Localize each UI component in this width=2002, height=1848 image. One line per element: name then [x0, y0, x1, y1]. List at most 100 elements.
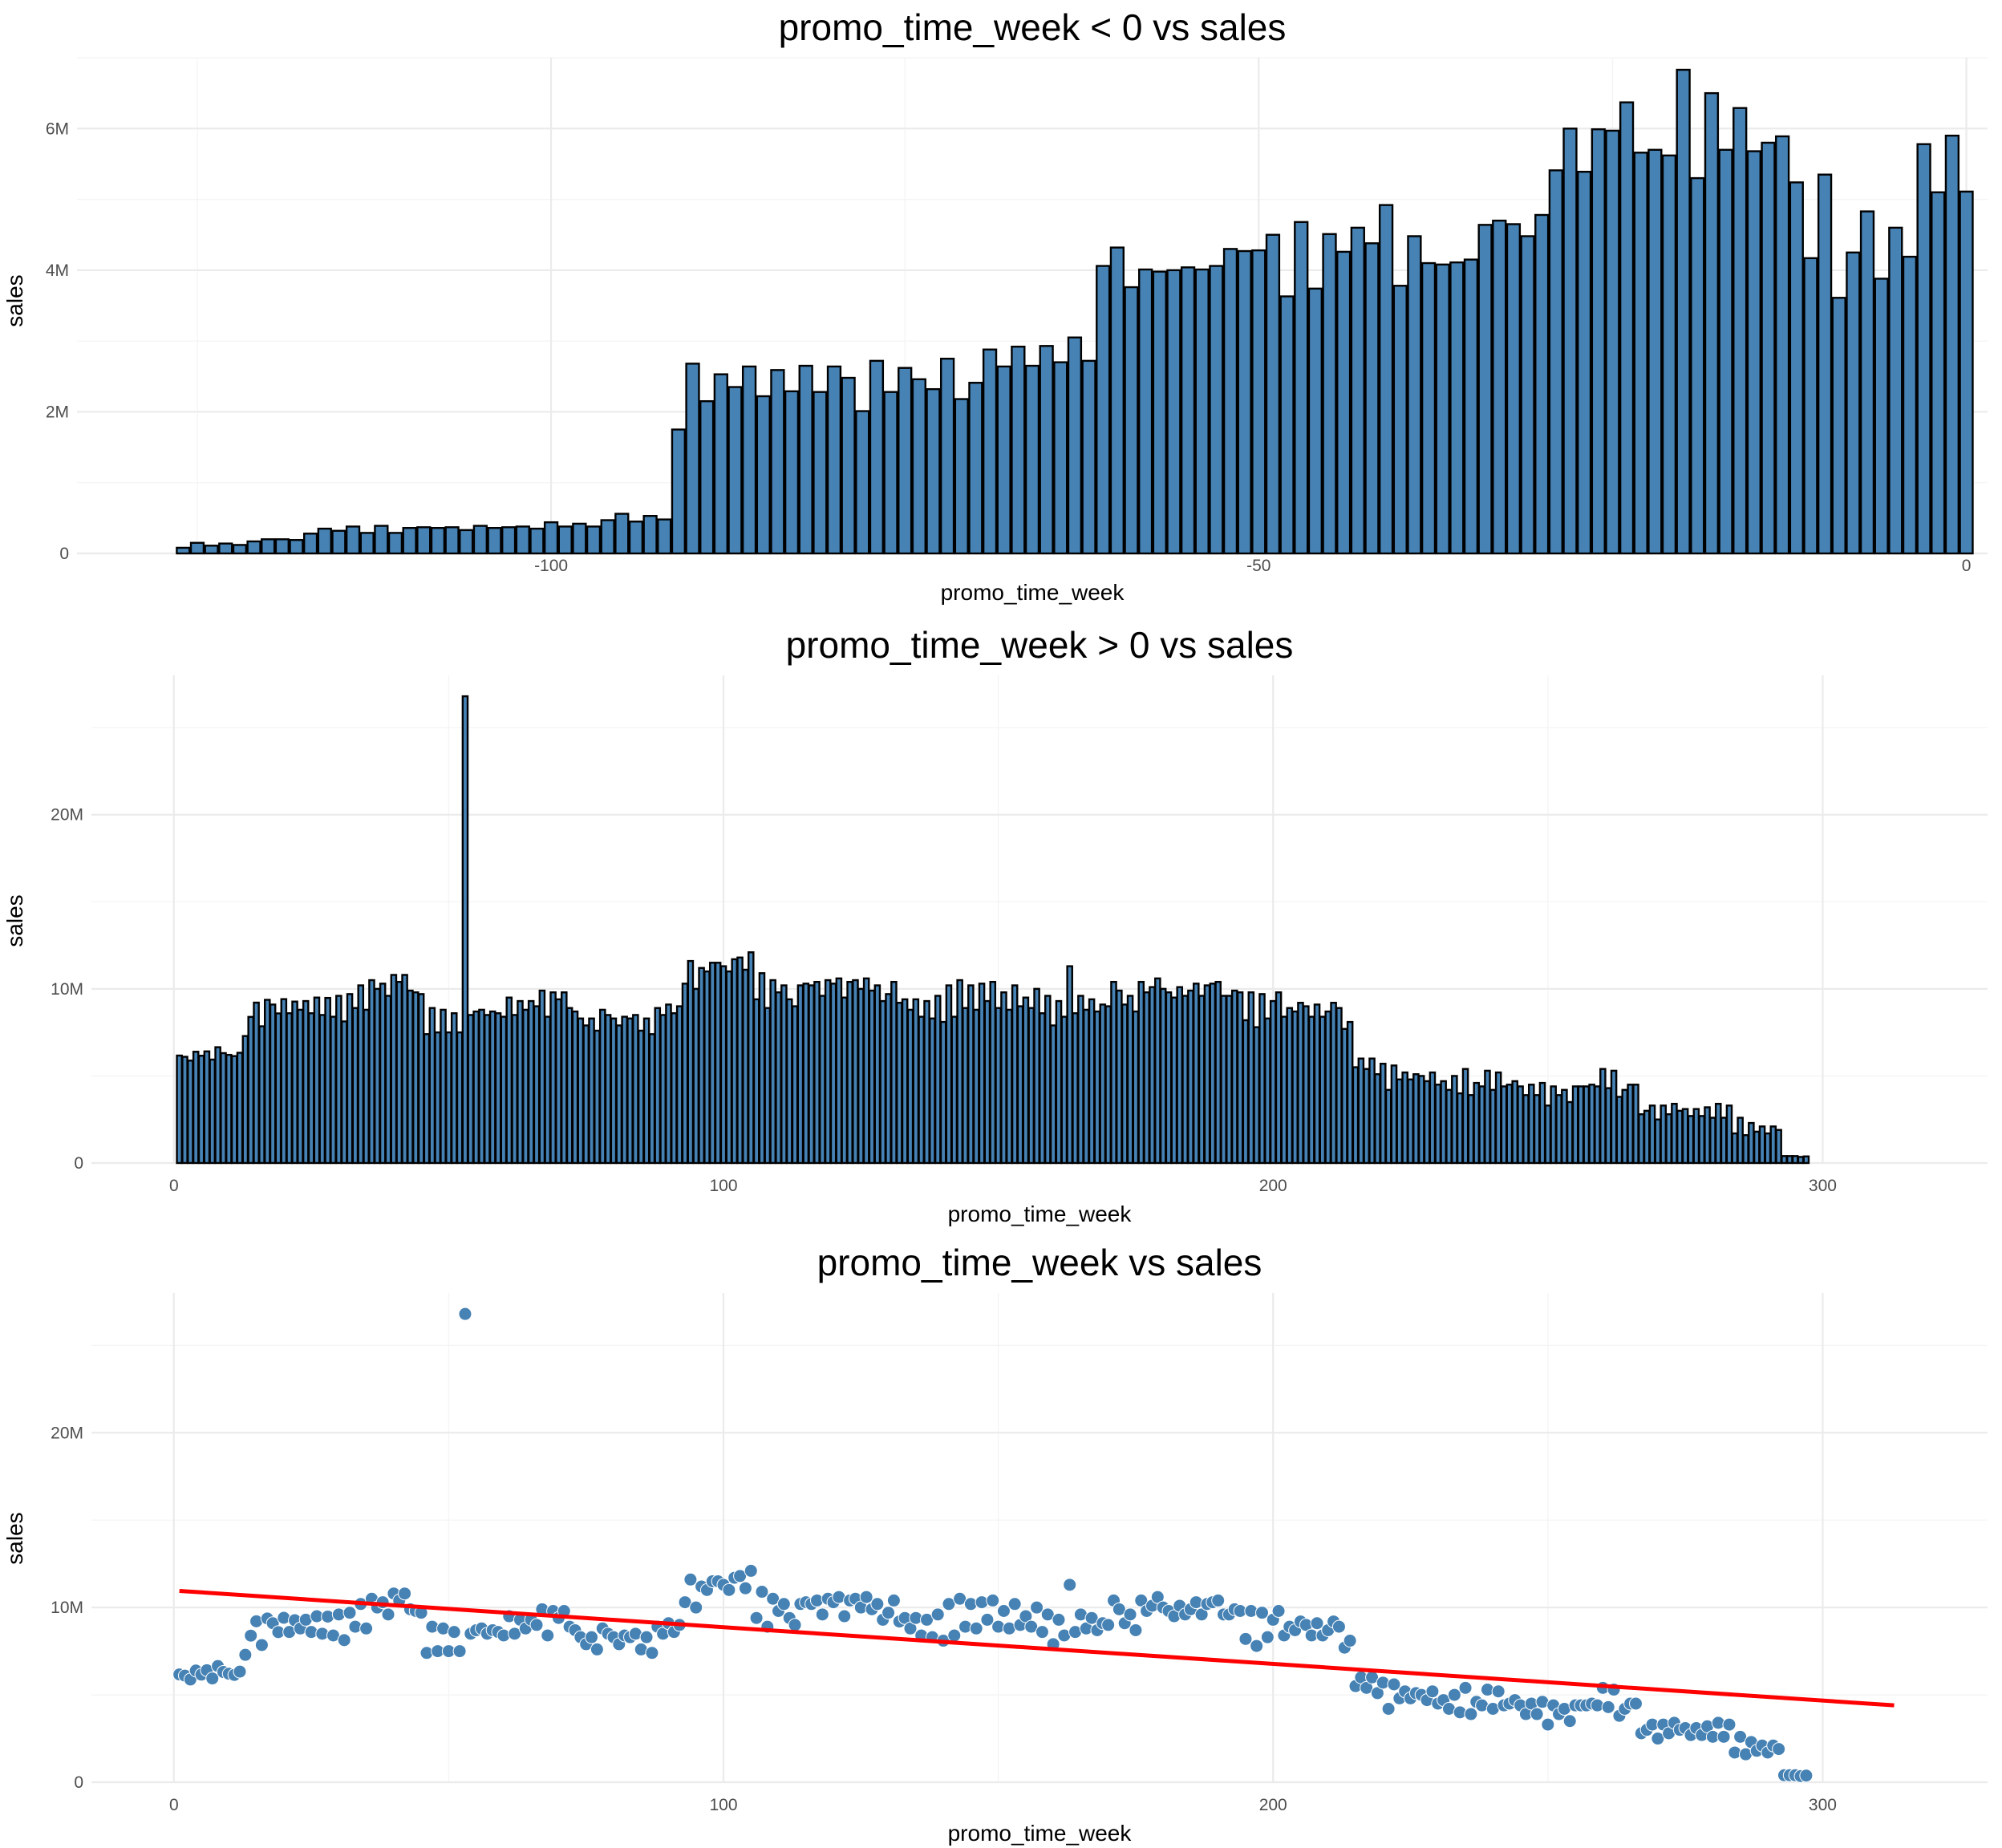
bar [1647, 148, 1663, 555]
scatter-point [1129, 1623, 1143, 1637]
bar [642, 515, 658, 555]
scatter-point [1562, 1714, 1577, 1728]
bar [1687, 1115, 1695, 1165]
bar [1781, 1155, 1788, 1165]
x-tick-label: -100 [534, 557, 568, 575]
bar [1463, 258, 1479, 555]
bar [444, 526, 460, 555]
scatter-point [1150, 1590, 1165, 1604]
bar [1417, 1075, 1425, 1165]
bar [972, 1008, 980, 1165]
bar [572, 522, 587, 555]
bar [1307, 1015, 1315, 1165]
bar [374, 525, 389, 555]
bar [1764, 1132, 1772, 1165]
bar [841, 996, 849, 1165]
bar [813, 391, 828, 555]
y-tick-label: 0 [74, 1773, 83, 1792]
y-axis-label: sales [2, 274, 27, 326]
scatter-point [585, 1630, 599, 1644]
bar [209, 1058, 217, 1165]
bar [401, 974, 408, 1165]
bar [1016, 1005, 1024, 1165]
bar [857, 987, 865, 1165]
scatter-point [321, 1609, 335, 1623]
bar [1846, 251, 1861, 555]
scatter-point [859, 1590, 873, 1604]
bar [1791, 1155, 1799, 1165]
bar [912, 998, 920, 1165]
scatter-point [639, 1630, 654, 1644]
scatter-point [1211, 1593, 1226, 1607]
x-tick-label: 0 [169, 1796, 179, 1814]
bar [289, 539, 304, 555]
bar [764, 1007, 772, 1165]
x-tick-label: -50 [1246, 557, 1270, 575]
bar [852, 979, 859, 1165]
bar [1732, 107, 1748, 555]
bar [340, 1020, 348, 1165]
bar [796, 984, 804, 1165]
scatter-point [590, 1642, 604, 1656]
y-tick-label: 20M [51, 1424, 83, 1442]
bar [1275, 991, 1283, 1165]
bar [918, 1015, 925, 1165]
bar [1704, 91, 1720, 555]
bar [1445, 1088, 1453, 1165]
bar [1461, 1068, 1469, 1165]
bar [1269, 999, 1277, 1165]
bar [1661, 154, 1677, 555]
bar [665, 1003, 672, 1165]
bar [1737, 1116, 1744, 1165]
bar [1357, 1057, 1365, 1165]
bar [1591, 128, 1606, 555]
x-axis-label: promo_time_week [941, 580, 1125, 605]
bar [1527, 1084, 1535, 1165]
bar [1522, 1094, 1530, 1165]
bar [1166, 269, 1181, 555]
bar [1237, 249, 1252, 555]
scatter-point [1238, 1631, 1253, 1646]
bar [1692, 1108, 1700, 1165]
bar [565, 1007, 573, 1165]
bar [996, 365, 1011, 555]
bar [1251, 249, 1266, 555]
bar [1435, 263, 1450, 555]
bar [258, 1025, 265, 1165]
bar [1492, 219, 1507, 555]
bar [588, 1017, 595, 1165]
bar [1093, 1010, 1101, 1165]
bar [1022, 996, 1030, 1165]
bar [901, 998, 909, 1165]
bar [247, 1015, 255, 1165]
bar [1619, 101, 1635, 555]
bar [1660, 1104, 1668, 1165]
bar [885, 993, 892, 1165]
scatter-point [1601, 1700, 1615, 1714]
x-tick-label: 100 [709, 1796, 737, 1814]
bar [895, 1002, 903, 1165]
bar [274, 538, 290, 555]
bar [1599, 1068, 1607, 1165]
bar [1714, 1102, 1722, 1165]
bar [1335, 1007, 1343, 1165]
bar [841, 376, 856, 555]
bar [1265, 233, 1281, 555]
bar [363, 1008, 370, 1165]
bar [1181, 995, 1189, 1165]
bar [982, 348, 998, 555]
bar [719, 965, 727, 1165]
scatter-point [1447, 1688, 1461, 1702]
bar [417, 993, 425, 1165]
bar [549, 991, 557, 1165]
bar [1180, 266, 1196, 555]
bar [731, 958, 738, 1165]
bar [1124, 286, 1139, 555]
bar [826, 365, 842, 555]
bar [286, 1012, 293, 1165]
bar [1081, 359, 1096, 555]
scatter-point [254, 1638, 269, 1652]
bar [1024, 364, 1040, 555]
bar [1132, 1010, 1140, 1165]
